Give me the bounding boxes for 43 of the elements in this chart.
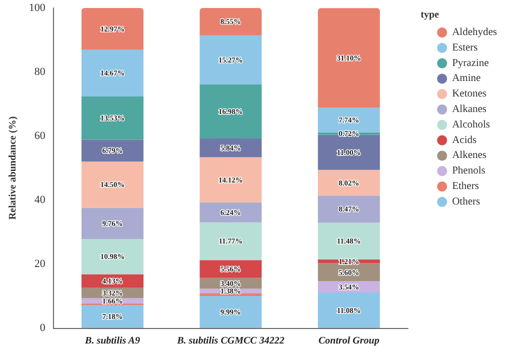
legend-label: Aldehydes	[452, 27, 498, 38]
y-tick-label: 20	[34, 258, 46, 270]
bar	[82, 305, 144, 328]
bar	[200, 202, 262, 222]
bar	[82, 50, 144, 96]
y-tick-label: 0	[40, 322, 46, 334]
legend-label: Alcohols	[452, 119, 490, 130]
y-tick-label: 40	[34, 194, 46, 206]
legend-label: Others	[452, 196, 480, 208]
legend-label: Alkanes	[452, 104, 487, 115]
bar	[200, 8, 262, 36]
legend-label: Amine	[452, 73, 482, 84]
bar	[82, 96, 144, 140]
legend-title: type	[420, 10, 440, 20]
x-tick-label: B. subtilis A9	[84, 336, 140, 346]
bar	[200, 84, 262, 139]
bar	[200, 296, 262, 328]
y-tick-label: 100	[28, 2, 46, 14]
legend-label: Ethers	[452, 181, 479, 192]
bar	[82, 208, 144, 240]
bar	[200, 35, 262, 84]
bar	[318, 170, 380, 196]
legend-label: Pyrazine	[452, 58, 490, 69]
legend-label: Alkenes	[452, 150, 487, 162]
x-tick-label: B. subtilis CGMCC 34222	[176, 336, 284, 346]
legend-label: Ketones	[452, 88, 487, 100]
bar	[82, 239, 144, 274]
bar	[318, 134, 380, 170]
bar	[82, 162, 144, 208]
bar	[200, 222, 262, 260]
y-tick-label: 80	[34, 66, 46, 78]
y-tick-label: 60	[34, 130, 46, 142]
bar	[318, 292, 380, 328]
legend-label: Phenols	[452, 166, 486, 177]
bar	[82, 8, 144, 50]
bar	[318, 222, 380, 260]
x-tick-label: Control Group	[318, 336, 380, 346]
legend-label: Acids	[452, 134, 477, 146]
legend-label: Esters	[452, 42, 478, 54]
y-axis-title: Relative abundance (%)	[8, 116, 18, 220]
bar	[318, 196, 380, 223]
bar	[318, 8, 380, 108]
bar	[200, 157, 262, 202]
